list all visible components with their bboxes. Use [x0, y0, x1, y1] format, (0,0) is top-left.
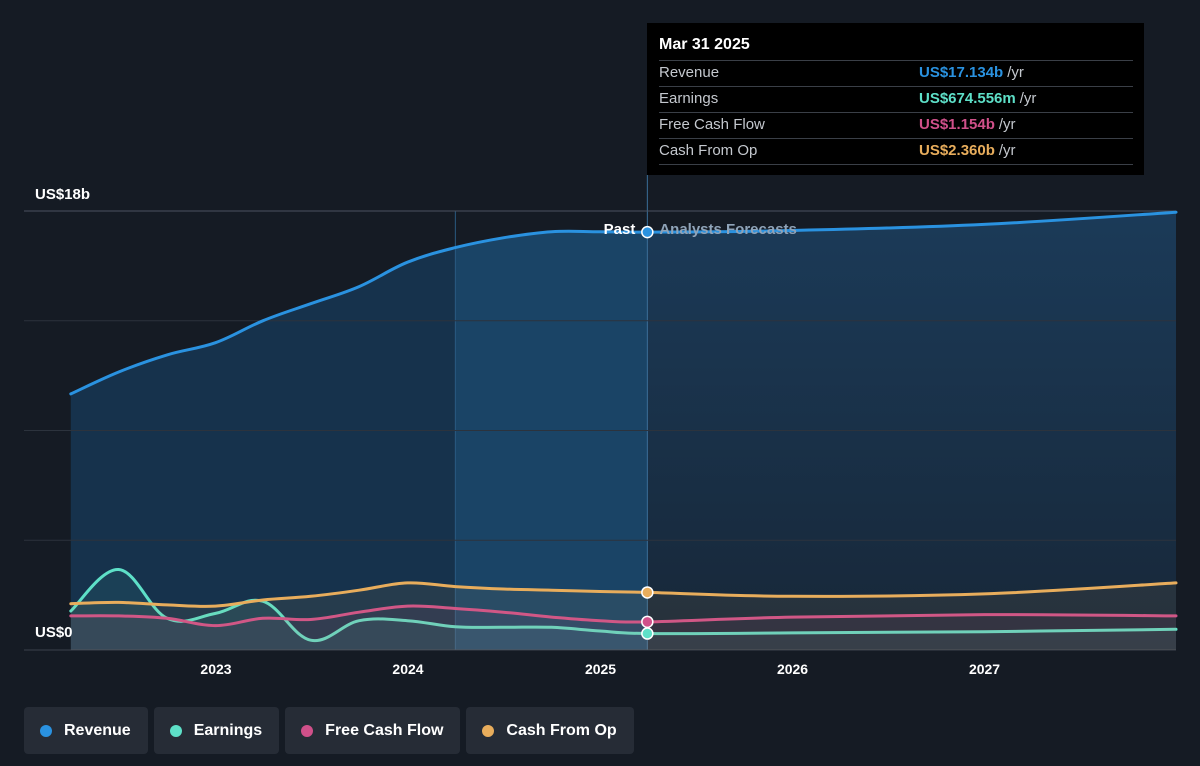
legend-dot-icon	[40, 724, 52, 737]
y-axis-bottom-label: US$0	[35, 624, 73, 641]
legend-item-revenue[interactable]: Revenue	[24, 707, 148, 754]
earnings-line	[69, 568, 1178, 643]
tooltip-value: US$2.360b	[919, 142, 995, 159]
revenue-area-last-year	[455, 231, 648, 650]
free-cash-flow-marker	[641, 615, 654, 629]
earnings-area	[70, 569, 1176, 650]
legend-item-free-cash-flow[interactable]: Free Cash Flow	[285, 707, 461, 754]
tooltip-label: Revenue	[659, 64, 720, 81]
legend-label: Earnings	[193, 721, 263, 739]
earnings-marker	[641, 627, 654, 640]
legend-dot-icon	[482, 724, 495, 737]
tooltip-row-earnings: Earnings US$674.556m/yr	[659, 86, 1133, 112]
tooltip-label: Earnings	[659, 90, 719, 107]
tooltip-row-cash-from-op: Cash From Op US$2.360b/yr	[659, 138, 1133, 165]
tooltip-label: Free Cash Flow	[659, 116, 765, 133]
x-tick-label: 2027	[969, 661, 1000, 677]
tooltip-date: Mar 31 2025	[659, 36, 750, 53]
x-tick-label: 2025	[585, 661, 616, 677]
chart-canvas: US$18b US$0 2023 2024 2025 2026 2027 Past Analys…	[24, 175, 1178, 677]
tooltip-row-free-cash-flow: Free Cash Flow US$1.154b/yr	[659, 112, 1133, 138]
tooltip-unit: /yr	[1019, 90, 1037, 107]
tooltip-value: US$674.556m	[919, 90, 1016, 107]
cash-from-op-area	[70, 582, 1176, 650]
tooltip-unit: /yr	[998, 116, 1016, 133]
revenue-marker	[641, 225, 654, 239]
cash-from-op-line	[69, 581, 1178, 608]
tooltip-label: Cash From Op	[659, 142, 758, 159]
x-tick-label: 2024	[392, 661, 423, 677]
legend-label: Revenue	[64, 721, 131, 739]
tooltip-value: US$1.154b	[919, 116, 995, 133]
y-axis-top-label: US$18b	[35, 186, 90, 203]
legend-item-cash-from-op[interactable]: Cash From Op	[466, 707, 634, 754]
analysts-forecasts-label: Analysts Forecasts	[659, 221, 797, 238]
chart-tooltip: Mar 31 2025 Revenue US$17.134b/yr Earnings…	[647, 23, 1144, 175]
tooltip-unit: /yr	[1007, 64, 1024, 81]
chart-legend: Revenue Earnings Free Cash Flow Cash From O…	[24, 707, 634, 754]
legend-label: Free Cash Flow	[325, 721, 444, 739]
past-label: Past	[604, 221, 636, 238]
revenue-line	[69, 210, 1178, 396]
tooltip-unit: /yr	[998, 142, 1016, 159]
legend-dot-icon	[169, 724, 182, 737]
free-cash-flow-line	[69, 604, 1178, 628]
tooltip-row-revenue: Revenue US$17.134b/yr	[659, 60, 1133, 86]
legend-label: Cash From Op	[506, 721, 617, 739]
x-tick-label: 2023	[200, 661, 231, 677]
x-tick-label: 2026	[777, 661, 808, 677]
legend-dot-icon	[301, 724, 314, 737]
legend-item-earnings[interactable]: Earnings	[153, 707, 280, 754]
tooltip-value: US$17.134b	[919, 64, 1004, 81]
cash-from-op-marker	[641, 586, 654, 599]
